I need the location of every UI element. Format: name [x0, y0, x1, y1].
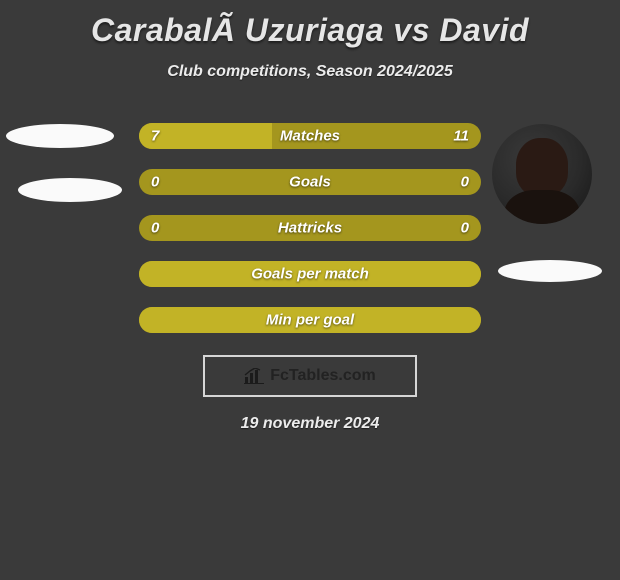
stat-right-value: 0	[461, 220, 469, 237]
stat-row-matches: 7 Matches 11	[139, 123, 481, 149]
stat-label: Goals per match	[251, 266, 369, 283]
bar-chart-icon	[244, 368, 264, 384]
page-title: CarabalÃ Uzuriaga vs David	[0, 0, 620, 49]
stat-right-value: 11	[453, 128, 469, 145]
placeholder-ellipse-left-2	[18, 178, 122, 202]
stat-row-goals-per-match: Goals per match	[139, 261, 481, 287]
stat-row-goals: 0 Goals 0	[139, 169, 481, 195]
stat-left-value: 7	[151, 128, 159, 145]
stat-left-value: 0	[151, 174, 159, 191]
brand-box[interactable]: FcTables.com	[203, 355, 417, 397]
stat-row-min-per-goal: Min per goal	[139, 307, 481, 333]
stat-label: Min per goal	[266, 312, 354, 329]
player-avatar-right	[492, 124, 592, 224]
stats-rows: 7 Matches 11 0 Goals 0 0 Hattricks 0 Goa…	[139, 123, 481, 333]
page-subtitle: Club competitions, Season 2024/2025	[0, 63, 620, 81]
stat-label: Matches	[280, 128, 340, 145]
brand-text: FcTables.com	[270, 367, 376, 385]
placeholder-ellipse-left-1	[6, 124, 114, 148]
snapshot-date: 19 november 2024	[0, 415, 620, 433]
stat-right-value: 0	[461, 174, 469, 191]
stat-label: Goals	[289, 174, 331, 191]
stat-row-hattricks: 0 Hattricks 0	[139, 215, 481, 241]
stat-label: Hattricks	[278, 220, 342, 237]
placeholder-ellipse-right-1	[498, 260, 602, 282]
stat-left-value: 0	[151, 220, 159, 237]
